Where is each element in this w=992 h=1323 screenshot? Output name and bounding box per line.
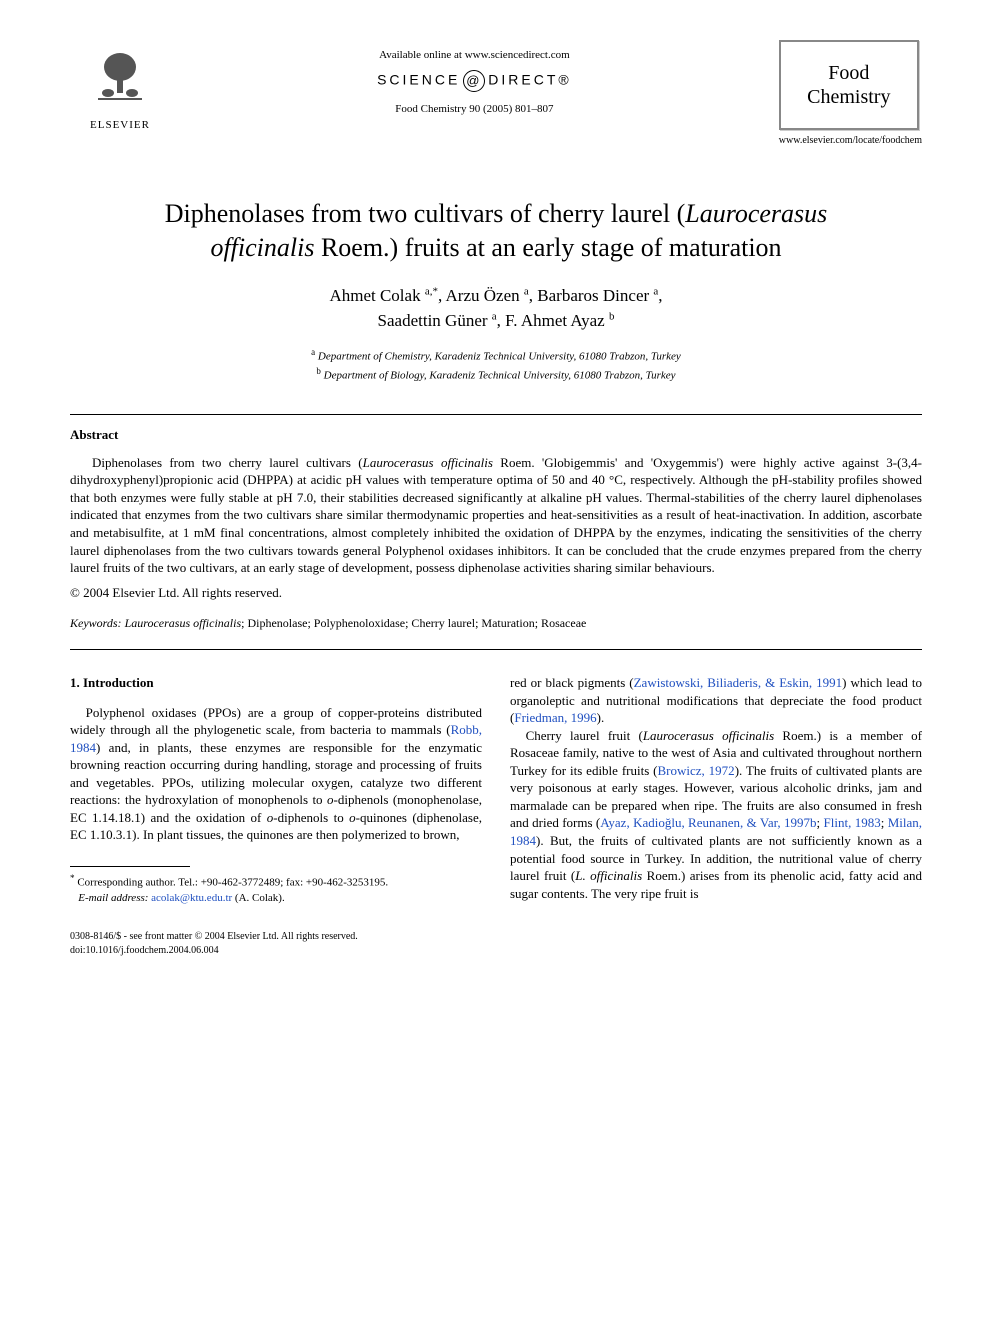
section-heading: 1. Introduction [70,674,482,692]
page-footer: 0308-8146/$ - see front matter © 2004 El… [70,930,922,958]
header-center: Available online at www.sciencedirect.co… [170,40,779,117]
keywords-label: Keywords: [70,616,125,630]
page-header: ELSEVIER Available online at www.science… [70,40,922,177]
journal-box-wrap: Food Chemistry www.elsevier.com/locate/f… [779,40,922,177]
citation-line: Food Chemistry 90 (2005) 801–807 [170,102,779,116]
publisher-logo: ELSEVIER [70,40,170,140]
email-link[interactable]: acolak@ktu.edu.tr [151,892,232,904]
footnotes: * Corresponding author. Tel.: +90-462-37… [70,872,482,906]
body-columns: 1. Introduction Polyphenol oxidases (PPO… [70,674,922,906]
abstract-body: Diphenolases from two cherry laurel cult… [70,454,922,577]
abstract-copyright: © 2004 Elsevier Ltd. All rights reserved… [70,585,922,602]
scidirect-left: SCIENCE [377,72,460,88]
author-list: Ahmet Colak a,*, Arzu Özen a, Barbaros D… [70,283,922,334]
ref-link[interactable]: Friedman, 1996 [514,710,596,725]
affiliation: b Department of Biology, Karadeniz Techn… [70,365,922,384]
journal-name: Food Chemistry [807,61,890,109]
sciencedirect-logo: SCIENCE@DIRECT® [170,70,779,92]
column-left: 1. Introduction Polyphenol oxidases (PPO… [70,674,482,906]
ref-link[interactable]: Ayaz, Kadioğlu, Reunanen, & Var, 1997b [600,815,816,830]
author: F. Ahmet Ayaz b [505,311,614,330]
rule-top [70,414,922,415]
ref-link[interactable]: Flint, 1983 [824,815,881,830]
journal-box: Food Chemistry [779,40,919,130]
article-title: Diphenolases from two cultivars of cherr… [110,197,882,265]
journal-line2: Chemistry [807,86,890,108]
title-post: Roem.) fruits at an early stage of matur… [314,233,781,262]
at-icon: @ [463,70,485,92]
available-online-text: Available online at www.sciencedirect.co… [170,48,779,62]
email-line: E-mail address: acolak@ktu.edu.tr (A. Co… [70,891,482,906]
rule-bottom [70,649,922,650]
abstract-heading: Abstract [70,427,922,444]
abstract-species: Laurocerasus officinalis [363,455,493,470]
publisher-name: ELSEVIER [90,118,150,132]
journal-line1: Food [828,62,869,84]
intro-para-1-cont: red or black pigments (Zawistowski, Bili… [510,674,922,727]
ref-link[interactable]: Zawistowski, Biliaderis, & Eskin, 1991 [634,675,843,690]
footer-issn-line: 0308-8146/$ - see front matter © 2004 El… [70,930,922,944]
author: Ahmet Colak a,* [329,286,438,305]
affiliations: a Department of Chemistry, Karadeniz Tec… [70,346,922,384]
author: Arzu Özen a [446,286,529,305]
title-pre: Diphenolases from two cultivars of cherr… [165,199,686,228]
intro-para-1: Polyphenol oxidases (PPOs) are a group o… [70,704,482,844]
scidirect-right: DIRECT® [488,72,571,88]
affiliation: a Department of Chemistry, Karadeniz Tec… [70,346,922,365]
author: Barbaros Dincer a [537,286,658,305]
keywords: Keywords: Laurocerasus officinalis; Diph… [70,616,922,632]
column-right: red or black pigments (Zawistowski, Bili… [510,674,922,906]
footer-doi-line: doi:10.1016/j.foodchem.2004.06.004 [70,944,922,958]
author: Saadettin Güner a [378,311,497,330]
elsevier-tree-icon [90,47,150,116]
corresponding-author: * Corresponding author. Tel.: +90-462-37… [70,872,482,891]
ref-link[interactable]: Browicz, 1972 [658,763,735,778]
footnote-rule [70,866,190,867]
intro-para-2: Cherry laurel fruit (Laurocerasus offici… [510,727,922,902]
locate-url: www.elsevier.com/locate/foodchem [779,134,922,147]
